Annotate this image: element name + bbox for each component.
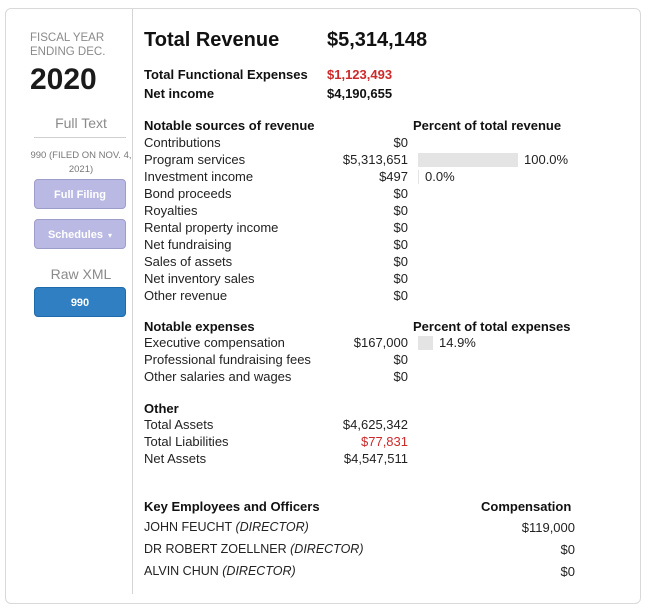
raw-xml-label: Raw XML [50,266,112,282]
revenue-percent-label: 100.0% [524,152,569,167]
revenue-row-label: Rental property income [144,220,279,235]
financial-summary: Total Revenue $5,314,148 Total Functiona… [144,9,634,599]
expenses-percent-header: Percent of total expenses [413,319,571,334]
revenue-row-label: Net inventory sales [144,271,255,286]
total-revenue-value: $5,314,148 [327,29,428,51]
employees-section-header: Key Employees and Officers [144,499,320,514]
other-section-header: Other [144,401,179,416]
other-row-label: Net Assets [144,451,207,466]
total-revenue-label: Total Revenue [144,29,280,51]
employee-title: (DIRECTOR) [222,564,296,578]
net-income-value: $4,190,655 [327,86,393,101]
revenue-row-label: Program services [144,152,246,167]
employee-name: JOHN FEUCHT [144,520,232,534]
revenue-row-value: $0 [393,135,408,150]
revenue-row-value: $0 [393,237,408,252]
employee-name: ALVIN CHUN [144,564,219,578]
revenue-row-value: $0 [393,288,408,303]
employee-compensation: $0 [560,564,575,579]
revenue-row-value: $0 [393,203,408,218]
filing-card: FISCAL YEAR ENDING DEC. 2020 Full Text 9… [5,8,641,604]
revenue-percent-label: 0.0% [425,169,455,184]
compensation-header: Compensation [481,499,572,514]
revenue-percent-header: Percent of total revenue [413,118,562,133]
revenue-row-label: Sales of assets [144,254,233,269]
revenue-row-value: $0 [393,271,408,286]
expenses-section-header: Notable expenses [144,319,255,334]
total-expenses-label: Total Functional Expenses [144,67,308,82]
revenue-row-value: $0 [393,254,408,269]
sidebar-divider [34,137,126,138]
expenses-percent-bar [418,336,433,350]
revenue-section-header: Notable sources of revenue [144,118,315,133]
schedules-button-label: Schedules [47,229,103,241]
employee-compensation: $0 [560,542,575,557]
employee-name: DR ROBERT ZOELLNER [144,542,287,556]
expenses-percent-label: 14.9% [439,335,476,350]
full-filing-button[interactable]: Full Filing [34,179,126,209]
employee-title: (DIRECTOR) [290,542,364,556]
expenses-row-value: $167,000 [353,335,408,350]
total-expenses-value: $1,123,493 [327,67,393,82]
revenue-percent-bar [418,170,419,184]
expenses-row-value: $0 [393,352,408,367]
employee-row: ALVIN CHUN (DIRECTOR) [144,564,296,578]
employee-compensation: $119,000 [521,520,575,535]
revenue-row-label: Contributions [144,135,221,150]
revenue-row-value: $0 [393,220,408,235]
schedules-dropdown-button[interactable]: Schedules ▾ [34,219,126,249]
full-text-label: Full Text [55,115,107,131]
revenue-row-value: $0 [393,186,408,201]
fiscal-year: 2020 [30,63,97,96]
other-row-value: $77,831 [361,434,408,449]
revenue-row-label: Other revenue [144,288,228,303]
fiscal-year-label: FISCAL YEAR ENDING DEC. [30,32,106,58]
employee-row: JOHN FEUCHT (DIRECTOR) [144,520,309,534]
revenue-row-label: Investment income [144,169,254,184]
other-row-label: Total Liabilities [144,434,229,449]
other-row-value: $4,625,342 [342,417,408,432]
chevron-down-icon: ▾ [108,231,113,240]
revenue-row-value: $5,313,651 [342,152,408,167]
net-income-label: Net income [144,86,215,101]
employee-title: (DIRECTOR) [235,520,309,534]
expenses-row-label: Executive compensation [144,335,285,350]
expenses-row-label: Other salaries and wages [144,369,292,384]
revenue-percent-bar [418,153,518,167]
expenses-row-value: $0 [393,369,408,384]
other-row-value: $4,547,511 [343,451,408,466]
filing-sidebar: FISCAL YEAR ENDING DEC. 2020 Full Text 9… [16,9,133,594]
revenue-row-label: Royalties [144,203,198,218]
filed-date-label: 990 (FILED ON NOV. 4, 2021) [30,150,132,175]
revenue-row-label: Bond proceeds [144,186,232,201]
other-row-label: Total Assets [144,417,214,432]
expenses-row-label: Professional fundraising fees [144,352,311,367]
revenue-row-label: Net fundraising [144,237,232,252]
form-990-xml-button[interactable]: 990 [34,287,126,317]
revenue-row-value: $497 [379,169,408,184]
employee-row: DR ROBERT ZOELLNER (DIRECTOR) [144,542,364,556]
